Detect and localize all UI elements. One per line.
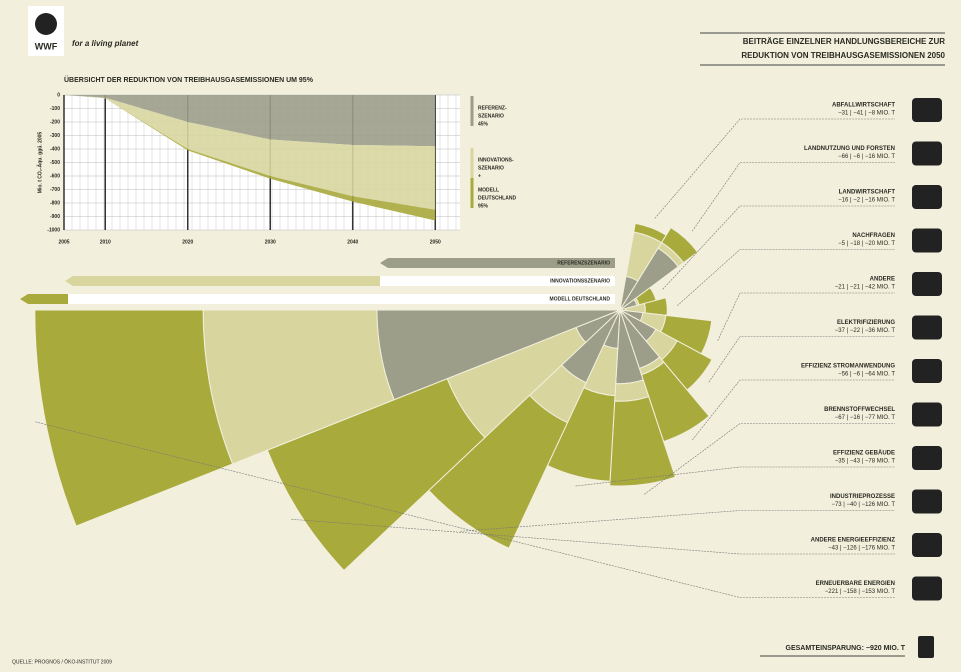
- source: QUELLE: PROGNOS / ÖKO-INSTITUT 2009: [12, 658, 112, 665]
- value-label: −5 | −18 | −20 MIO. T: [838, 241, 895, 247]
- leader-line: [676, 249, 895, 307]
- x-tick-label: 2030: [265, 239, 276, 245]
- value-label: −73 | −40 | −126 MIO. T: [831, 502, 895, 508]
- legend-box: [68, 294, 615, 304]
- legend-arrow: [380, 258, 615, 268]
- series-label: SZENARIO: [478, 165, 504, 171]
- value-label: −66 | −6 | −16 MIO. T: [838, 154, 895, 160]
- icon: [912, 315, 942, 340]
- legend-label: INNOVATIONSSZENARIO: [550, 278, 610, 284]
- x-tick-label: 2020: [182, 239, 193, 245]
- leader-line: [708, 336, 895, 383]
- x-tick-label: 2050: [430, 239, 441, 245]
- legend-box: [380, 276, 615, 286]
- tagline: for a living planet: [72, 39, 139, 48]
- category-label: EFFIZIENZ GEBÄUDE: [833, 450, 895, 457]
- leader-line: [662, 205, 895, 290]
- y-tick-label: -100: [50, 106, 60, 112]
- series-label: REFERENZ-: [478, 105, 507, 111]
- leader-line: [460, 510, 895, 532]
- x-tick-label: 2010: [100, 239, 111, 245]
- logo: WWF: [35, 41, 58, 51]
- value-label: −43 | −126 | −176 MIO. T: [828, 546, 895, 552]
- leader-line: [717, 292, 895, 341]
- leader-line: [35, 421, 895, 598]
- series-label: MODELL: [478, 187, 499, 193]
- icon: [912, 185, 942, 209]
- y-axis-label: Mio. t CO₂-Äqu. ggü. 2005: [36, 132, 43, 194]
- legend-arrow: [20, 294, 68, 304]
- sector: [34, 309, 234, 527]
- y-tick-label: -200: [50, 119, 60, 125]
- area: [64, 95, 436, 147]
- icon: [912, 141, 942, 166]
- leader-line: [692, 379, 895, 440]
- category-label: LANDWIRTSCHAFT: [839, 190, 896, 196]
- category-label: ELEKTRIFIZIERUNG: [837, 320, 895, 326]
- y-tick-label: -700: [50, 187, 60, 193]
- leader-line: [691, 162, 895, 232]
- series-label: 95%: [478, 203, 489, 209]
- leader-line: [644, 423, 895, 495]
- category-label: ANDERE ENERGIEEFFIZIENZ: [811, 538, 896, 544]
- y-tick-label: 0: [57, 92, 60, 98]
- leader-line: [654, 118, 895, 219]
- series-label: INNOVATIONS-: [478, 157, 514, 163]
- icon: [912, 98, 942, 122]
- y-tick-label: -600: [50, 173, 60, 179]
- area: [64, 95, 436, 210]
- category-label: ANDERE: [870, 277, 895, 283]
- x-tick-label: 2005: [58, 239, 69, 245]
- y-tick-label: -900: [50, 214, 60, 220]
- value-label: −221 | −158 | −153 MIO. T: [825, 589, 896, 595]
- value-label: −31 | −41 | −8 MIO. T: [838, 111, 895, 117]
- logo-panda: [35, 13, 57, 35]
- series-label: DEUTSCHLAND: [478, 195, 516, 201]
- area: [64, 95, 436, 221]
- value-label: −16 | −2 | −16 MIO. T: [838, 198, 895, 204]
- icon: [912, 228, 942, 253]
- leader-line: [291, 518, 895, 555]
- y-tick-label: -300: [50, 133, 60, 139]
- value-label: −56 | −6 | −64 MIO. T: [838, 372, 895, 378]
- icon: [912, 272, 942, 296]
- icon: [912, 533, 942, 557]
- category-label: LANDNUTZUNG UND FORSTEN: [804, 146, 895, 152]
- value-label: −67 | −16 | −77 MIO. T: [835, 415, 896, 421]
- category-label: NACHFRAGEN: [852, 233, 895, 239]
- x-tick-label: 2040: [347, 239, 358, 245]
- icon: [912, 489, 942, 514]
- title: REDUKTION VON TREIBHAUSGASEMISSIONEN 205…: [741, 51, 945, 60]
- category-label: ABFALLWIRTSCHAFT: [832, 103, 895, 109]
- total: GESAMTEINSPARUNG: −920 MIO. T: [786, 645, 906, 652]
- sector: [660, 226, 699, 264]
- category-label: INDUSTRIEPROZESSE: [830, 494, 895, 500]
- sector: [609, 396, 676, 487]
- series-label: SZENARIO: [478, 113, 504, 119]
- icon: [912, 359, 942, 383]
- leader-line: [575, 466, 895, 487]
- title: BEITRÄGE EINZELNER HANDLUNGSBEREICHE ZUR: [743, 37, 945, 46]
- series-label: 45%: [478, 121, 489, 127]
- icon: [912, 576, 942, 601]
- icon: [918, 636, 934, 658]
- category-label: EFFIZIENZ STROMANWENDUNG: [801, 364, 895, 370]
- y-tick-label: -400: [50, 146, 60, 152]
- value-label: −37 | −22 | −36 MIO. T: [835, 328, 896, 334]
- category-label: ERNEUERBARE ENERGIEN: [816, 581, 895, 587]
- icon: [912, 446, 942, 470]
- series-label: +: [478, 173, 481, 179]
- value-label: −21 | −21 | −42 MIO. T: [835, 285, 896, 291]
- y-tick-label: -800: [50, 200, 60, 206]
- icon: [912, 402, 942, 427]
- legend-label: REFERENZSZENARIO: [557, 260, 610, 266]
- y-tick-label: -500: [50, 160, 60, 166]
- value-label: −35 | −43 | −78 MIO. T: [835, 459, 896, 465]
- chart-title: ÜBERSICHT DER REDUKTION VON TREIBHAUSGAS…: [64, 75, 314, 84]
- legend-label: MODELL DEUTSCHLAND: [550, 296, 611, 302]
- category-label: BRENNSTOFFWECHSEL: [824, 407, 895, 413]
- legend-arrow: [65, 276, 380, 286]
- y-tick-label: -1000: [47, 227, 60, 233]
